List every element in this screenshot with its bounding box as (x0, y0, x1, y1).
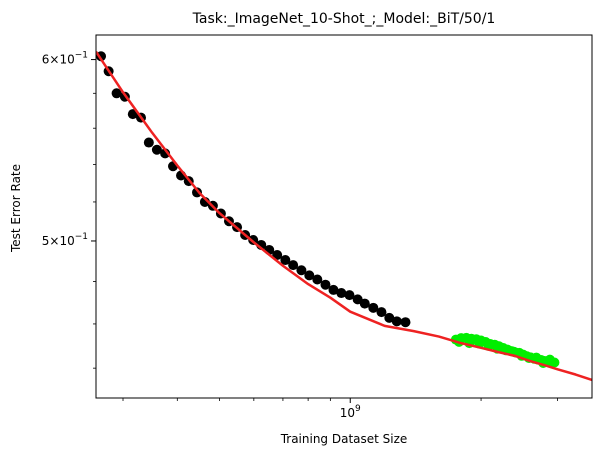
x-tick-exponent: 9 (355, 404, 361, 414)
observed-point (400, 317, 411, 328)
observed-point (296, 265, 307, 276)
observed-point (127, 109, 138, 120)
plot-content (96, 50, 592, 382)
observed-point (288, 260, 299, 271)
axes-frame (95, 34, 593, 399)
y-tick-exponent: −1 (75, 51, 88, 61)
observed-point (328, 284, 339, 295)
observed-point (320, 279, 331, 290)
chart-title: Task:_ImageNet_10-Shot_;_Model:_BiT/50/1 (192, 11, 496, 27)
observed-point (312, 274, 323, 285)
observed-point (143, 137, 154, 148)
x-axis-label: Training Dataset Size (280, 432, 408, 446)
observed-point (111, 88, 122, 99)
held-out-point (531, 352, 542, 363)
observed-point (359, 298, 370, 309)
observed-point (368, 302, 379, 313)
observed-point (280, 255, 291, 266)
fit-line (96, 50, 592, 382)
observed-point (304, 270, 315, 281)
observed-point (376, 307, 387, 318)
observed-point (384, 312, 395, 323)
y-tick-exponent: −1 (75, 232, 88, 242)
observed-point (192, 187, 202, 198)
y-axis-label: Test Error Rate (9, 164, 23, 253)
observed-point (151, 144, 162, 155)
held-out-point (544, 354, 555, 365)
observed-point (272, 250, 283, 260)
observed-point (391, 316, 402, 327)
plot-area (96, 50, 592, 382)
observed-point (336, 288, 347, 299)
observed-point (344, 290, 355, 301)
